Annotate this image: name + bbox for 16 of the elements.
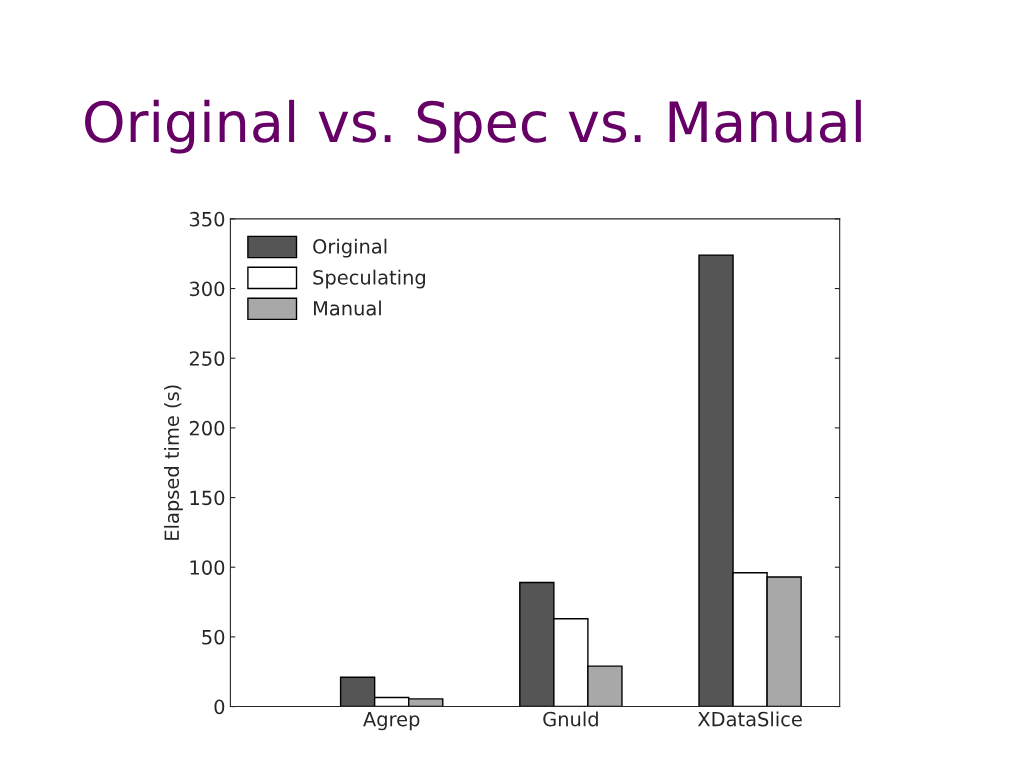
y-tick-label: 250 [189, 351, 225, 366]
x-tick-label: Gnuld [543, 711, 598, 727]
y-tick-label: 150 [190, 490, 225, 506]
chart-title: Original vs. Spec vs. Manual [85, 99, 861, 154]
legend-label: Original [313, 238, 387, 258]
legend-label: Speculating [313, 269, 425, 289]
y-tick-label: 300 [189, 281, 225, 297]
x-tick-label: XDataSlice [697, 711, 802, 727]
y-tick-label: 50 [202, 629, 225, 645]
y-tick-label: 200 [189, 420, 225, 436]
x-tick-label: Agrep [363, 712, 420, 731]
legend-label: Manual [313, 300, 381, 316]
y-axis-title: Elapsed time (s) [164, 385, 183, 540]
y-tick-label: 0 [214, 699, 225, 715]
y-tick-label: 350 [189, 211, 225, 227]
y-tick-label: 100 [190, 560, 225, 575]
